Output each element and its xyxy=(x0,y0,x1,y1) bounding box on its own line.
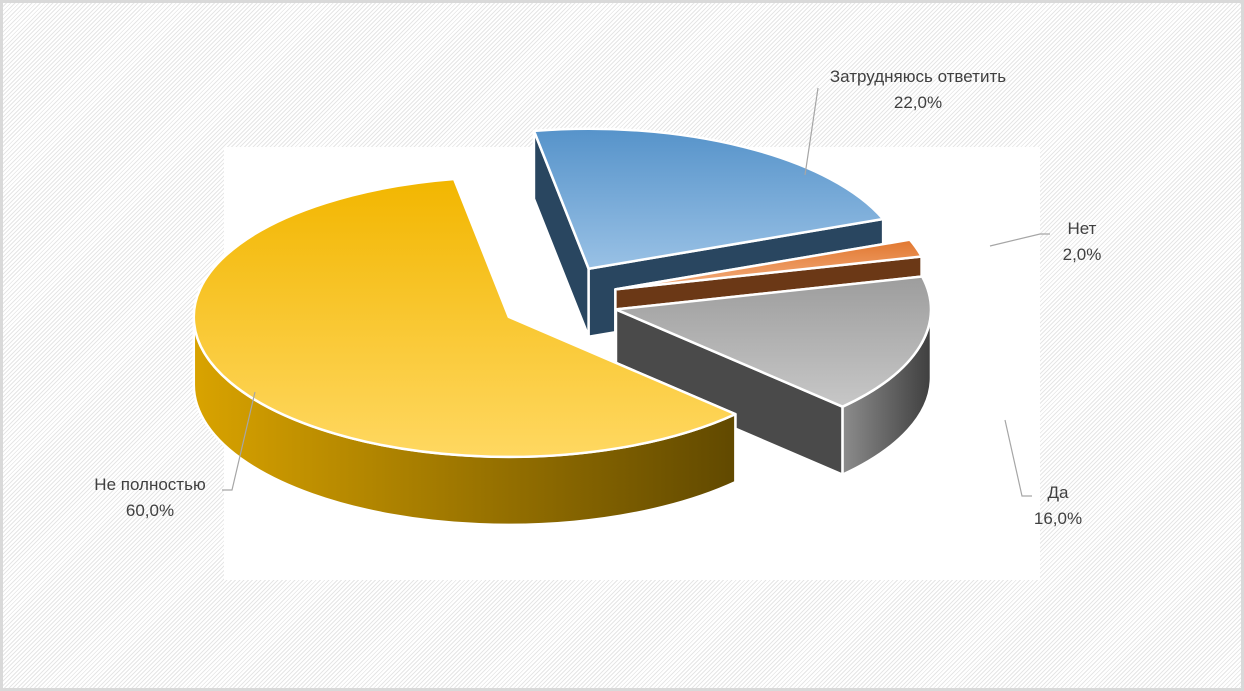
value-label: 16,0% xyxy=(1034,509,1082,528)
leader-line xyxy=(1004,419,1032,497)
category-label: Не полностью xyxy=(94,475,206,494)
data-label: Не полностью 60,0% xyxy=(94,391,256,520)
slice-ne-polnostyu xyxy=(192,177,737,527)
slice-top xyxy=(532,127,885,270)
data-label: Да 16,0% xyxy=(1004,419,1082,528)
value-label: 60,0% xyxy=(126,501,174,520)
slice-top xyxy=(614,238,923,291)
value-label: 22,0% xyxy=(894,93,942,112)
slice-top xyxy=(192,177,737,459)
slice-da xyxy=(614,275,933,476)
leader-line xyxy=(989,233,1050,247)
category-label: Затрудняюсь ответить xyxy=(830,67,1006,86)
data-label: Затрудняюсь ответить 22,0% xyxy=(804,67,1006,176)
leader-line xyxy=(222,391,256,491)
value-label: 2,0% xyxy=(1063,245,1102,264)
category-label: Нет xyxy=(1068,219,1097,238)
category-label: Да xyxy=(1048,483,1070,502)
leader-line xyxy=(804,87,819,176)
slice-top xyxy=(614,275,933,408)
data-label: Нет 2,0% xyxy=(989,219,1102,264)
